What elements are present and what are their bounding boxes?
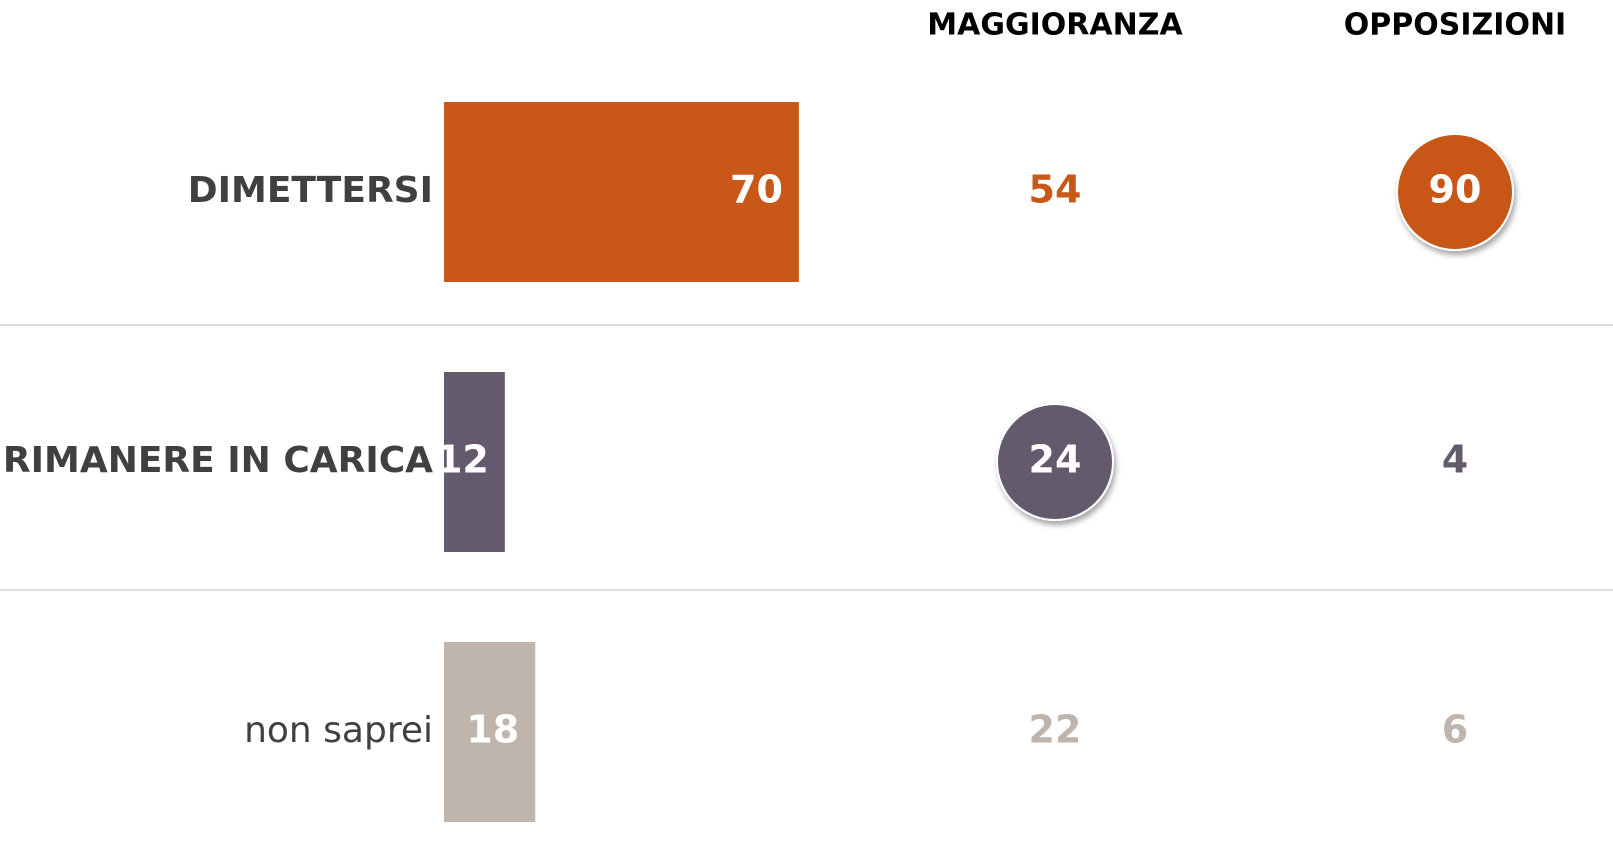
column-value: 24: [1029, 438, 1082, 482]
bar: [444, 372, 505, 552]
category-label: DIMETTERSI: [188, 170, 433, 211]
column-header: OPPOSIZIONI: [1344, 8, 1566, 43]
bar-value-label: 70: [730, 168, 783, 212]
bar-value-label: 18: [466, 708, 519, 752]
column-value: 6: [1442, 708, 1468, 752]
category-label: RIMANERE IN CARICA: [3, 440, 433, 481]
highlight-circle: [1396, 133, 1514, 251]
column-value: 4: [1442, 438, 1468, 482]
column-value: 22: [1029, 708, 1082, 752]
bar-value-label: 12: [436, 438, 489, 482]
column-value: 90: [1429, 168, 1482, 212]
bar: [444, 642, 536, 822]
column-value: 54: [1029, 168, 1082, 212]
category-label: non saprei: [244, 710, 433, 751]
bar: [444, 102, 799, 282]
column-header: MAGGIORANZA: [927, 8, 1183, 43]
highlight-circle: [996, 403, 1114, 521]
